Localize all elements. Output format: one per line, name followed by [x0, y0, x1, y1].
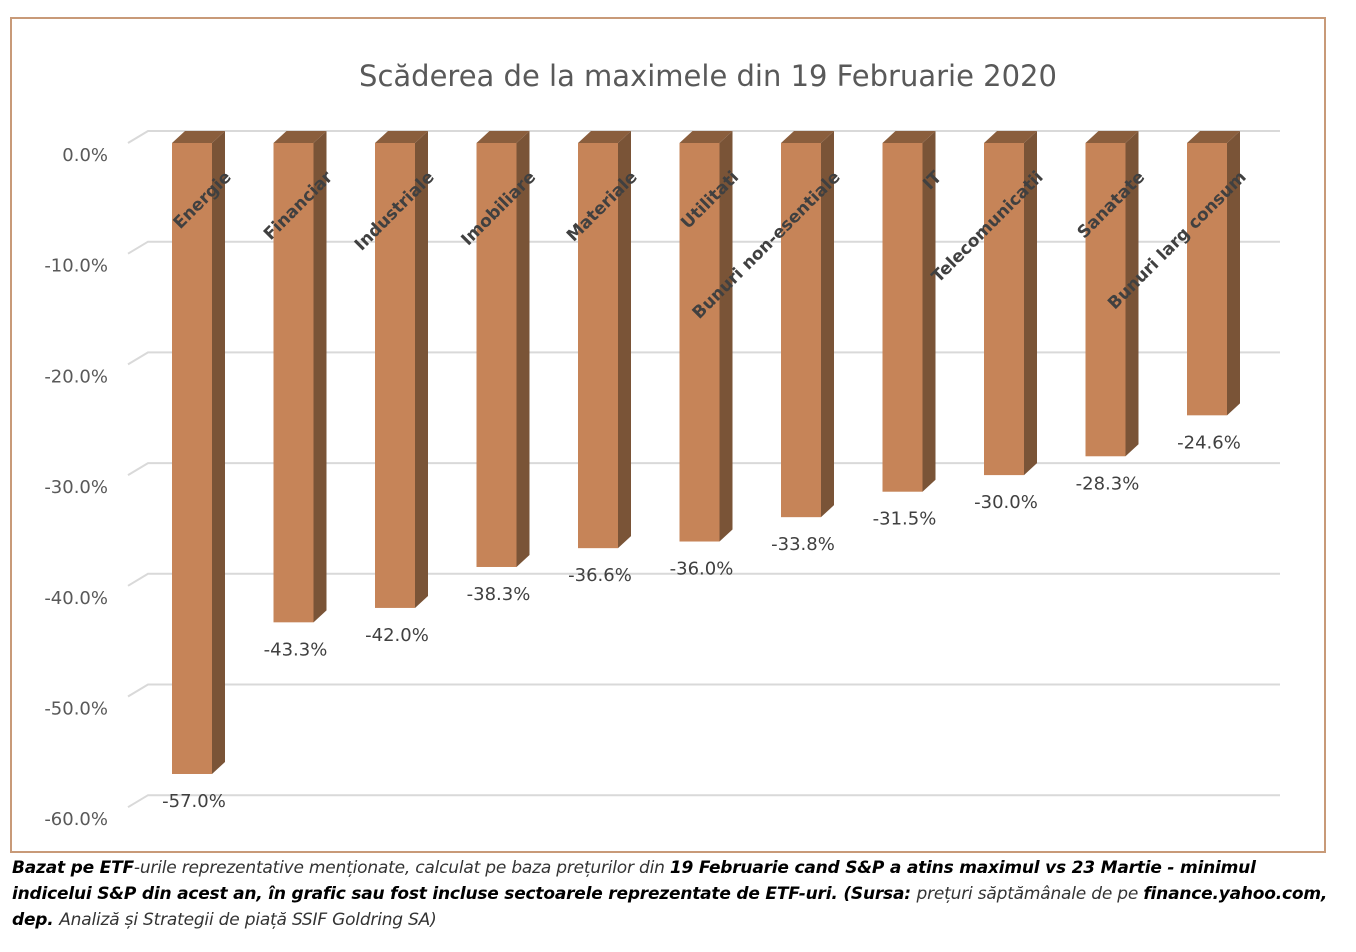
value-label: -42.0%: [365, 625, 429, 646]
bar-side: [516, 131, 530, 567]
y-axis-ticks: 0.0% -10.0% -20.0% -30.0% -40.0% -50.0% -60.0%: [44, 145, 108, 830]
y-tick-label: -20.0%: [44, 366, 108, 387]
value-label: -43.3%: [264, 639, 328, 660]
bar-side: [719, 131, 733, 542]
gridline: [127, 572, 1280, 587]
bar-top: [578, 131, 631, 143]
bar: [679, 131, 733, 542]
bar-side: [313, 131, 327, 623]
bar: [1187, 131, 1240, 416]
value-label: -33.8%: [771, 534, 835, 555]
bar: [476, 131, 530, 567]
bar: [781, 131, 834, 518]
caption-part: Bazat pe ETF: [12, 858, 134, 878]
value-label: -36.6%: [568, 565, 632, 586]
bar: [375, 131, 428, 608]
bar-front: [781, 143, 821, 518]
bar-front: [172, 143, 212, 774]
caption: Bazat pe ETF-urile reprezentative mențio…: [12, 855, 1332, 933]
y-tick-label: -40.0%: [44, 588, 108, 609]
bar: [1085, 131, 1139, 457]
bars: [172, 131, 1240, 774]
value-label: -24.6%: [1177, 432, 1241, 453]
bar-front: [1187, 143, 1227, 416]
bar-top: [781, 131, 834, 143]
caption-part: prețuri săptămânale de pe: [916, 884, 1144, 904]
caption-part: Analiză și Strategii de piață SSIF Goldr…: [59, 910, 437, 930]
gridline: [127, 683, 1280, 698]
bar-front: [375, 143, 415, 608]
bar-top: [984, 131, 1037, 143]
y-tick-label: -50.0%: [44, 699, 108, 720]
bar-top: [273, 131, 327, 143]
bar-front: [1085, 143, 1126, 457]
bar: [882, 131, 936, 492]
bar-side: [415, 131, 428, 608]
bar-side: [1024, 131, 1037, 476]
y-tick-label: -10.0%: [44, 256, 108, 277]
bar-side: [618, 131, 631, 549]
gridline: [127, 794, 1280, 809]
bar-side: [821, 131, 834, 518]
bar-front: [882, 143, 923, 492]
y-tick-label: -60.0%: [44, 809, 108, 830]
bar: [984, 131, 1037, 476]
bar: [172, 131, 225, 774]
bar-top: [679, 131, 733, 143]
bar-side: [922, 131, 936, 492]
bar-top: [476, 131, 530, 143]
caption-part: 19 Februarie cand S&P a atins maximul vs…: [12, 858, 1256, 904]
caption-part: -urile reprezentative menționate, calcul…: [133, 858, 670, 878]
bar-top: [882, 131, 936, 143]
value-label: -38.3%: [467, 584, 531, 605]
bar-top: [1085, 131, 1139, 143]
bar-side: [1227, 131, 1240, 416]
value-label: -36.0%: [670, 559, 734, 580]
bar: [273, 131, 327, 623]
value-label: -31.5%: [873, 509, 937, 530]
y-tick-label: 0.0%: [62, 145, 108, 166]
bar-front: [578, 143, 618, 549]
value-labels: -57.0% -43.3% -42.0% -38.3% -36.6% -36.0% -33.…: [162, 432, 1241, 812]
value-label: -57.0%: [162, 791, 226, 812]
chart-title: Scăderea de la maximele din 19 Februarie…: [359, 59, 1057, 93]
value-label: -30.0%: [974, 492, 1038, 513]
bar-side: [212, 131, 225, 774]
bar-top: [1187, 131, 1240, 143]
bar-top: [375, 131, 428, 143]
caption-part: finance.yahoo.com, dep.: [12, 884, 1328, 930]
y-tick-label: -30.0%: [44, 477, 108, 498]
value-label: -28.3%: [1076, 473, 1140, 494]
bar-front: [984, 143, 1024, 476]
bar: [578, 131, 631, 549]
bar-front: [476, 143, 517, 567]
bar-front: [273, 143, 314, 623]
bar-top: [172, 131, 225, 143]
bar-front: [679, 143, 720, 542]
bar-side: [1125, 131, 1139, 457]
